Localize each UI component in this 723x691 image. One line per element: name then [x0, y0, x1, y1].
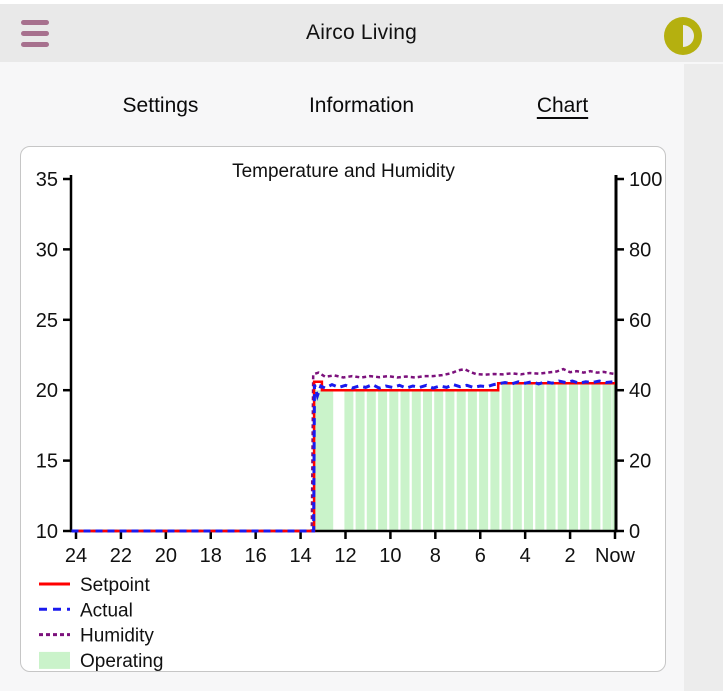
operating-bar	[569, 383, 578, 531]
operating-bar	[400, 390, 410, 531]
chart-title: Temperature and Humidity	[232, 161, 455, 182]
operating-bar	[580, 383, 590, 531]
x-tick-label: 6	[475, 545, 486, 567]
x-tick-label: 8	[430, 545, 441, 567]
x-tick-label: 2	[565, 545, 576, 567]
menu-button[interactable]	[19, 16, 51, 51]
x-tick-label: 18	[200, 545, 222, 567]
y-right-tick-label: 20	[629, 451, 651, 473]
operating-bar	[355, 390, 365, 531]
tab-information[interactable]: Information	[261, 86, 462, 126]
operating-bar	[612, 383, 615, 531]
operating-bar	[344, 390, 354, 531]
operating-bar	[479, 390, 489, 531]
y-left-tick-label: 15	[36, 451, 58, 473]
operating-bar	[512, 383, 522, 531]
operating-bar	[535, 383, 545, 531]
y-right-tick-label: 40	[629, 380, 651, 402]
legend-label-setpoint: Setpoint	[80, 575, 150, 596]
operating-bar	[411, 390, 421, 531]
operating-bar	[591, 383, 601, 531]
y-right-tick-label: 60	[629, 310, 651, 332]
x-tick-label: 4	[520, 545, 531, 567]
legend-label-operating: Operating	[80, 651, 163, 671]
operating-bar	[490, 390, 500, 531]
top-sliver	[0, 0, 723, 4]
operating-bar	[501, 383, 511, 531]
legend-label-actual: Actual	[80, 600, 133, 621]
x-tick-label: 22	[110, 545, 132, 567]
operating-bar	[602, 383, 612, 531]
tab-settings[interactable]: Settings	[60, 86, 261, 126]
operating-bar	[445, 390, 455, 531]
x-tick-label: 16	[245, 545, 267, 567]
legend-swatch-operating	[39, 651, 70, 669]
y-left-tick-label: 25	[36, 310, 58, 332]
operating-bar	[366, 390, 376, 531]
operating-bar	[524, 383, 533, 531]
hamburger-icon	[21, 19, 49, 25]
operating-bar	[557, 383, 567, 531]
right-gutter	[684, 64, 723, 691]
app-title: Airco Living	[306, 21, 417, 44]
legend-label-humidity: Humidity	[80, 626, 154, 647]
y-left-tick-label: 20	[36, 380, 58, 402]
x-tick-label: 12	[334, 545, 356, 567]
operating-bar	[456, 390, 466, 531]
y-right-tick-label: 0	[629, 521, 640, 543]
operating-bar	[434, 390, 444, 531]
series-setpoint	[71, 380, 615, 533]
operating-bar	[467, 390, 477, 531]
y-right-tick-label: 80	[629, 239, 651, 261]
y-right-tick-label: 100	[629, 169, 662, 191]
x-tick-label: 14	[289, 545, 311, 567]
x-tick-label: 10	[379, 545, 401, 567]
tab-chart[interactable]: Chart	[462, 86, 663, 126]
chart-card: 10 15 20 25 30 35 0 20 40 60 80 100 24 22 20 18 16 14 12 10…	[20, 146, 666, 672]
x-tick-label: Now	[595, 545, 636, 567]
operating-bar	[389, 390, 399, 531]
theme-toggle-button[interactable]	[661, 14, 705, 58]
series-actual	[71, 379, 615, 533]
operating-bar	[378, 390, 388, 531]
x-tick-label: 24	[65, 545, 87, 567]
y-left-tick-label: 30	[36, 239, 58, 261]
tab-bar: Settings Information Chart	[0, 86, 723, 126]
operating-bar	[546, 383, 556, 531]
x-tick-label: 20	[155, 545, 177, 567]
app-header: Airco Living	[0, 4, 723, 62]
y-left-tick-label: 10	[36, 521, 58, 543]
y-left-tick-label: 35	[36, 169, 58, 191]
operating-bar	[423, 390, 432, 531]
operating-bar	[314, 390, 334, 531]
contrast-half-circle-icon	[664, 17, 702, 55]
series-humidity	[71, 367, 616, 533]
